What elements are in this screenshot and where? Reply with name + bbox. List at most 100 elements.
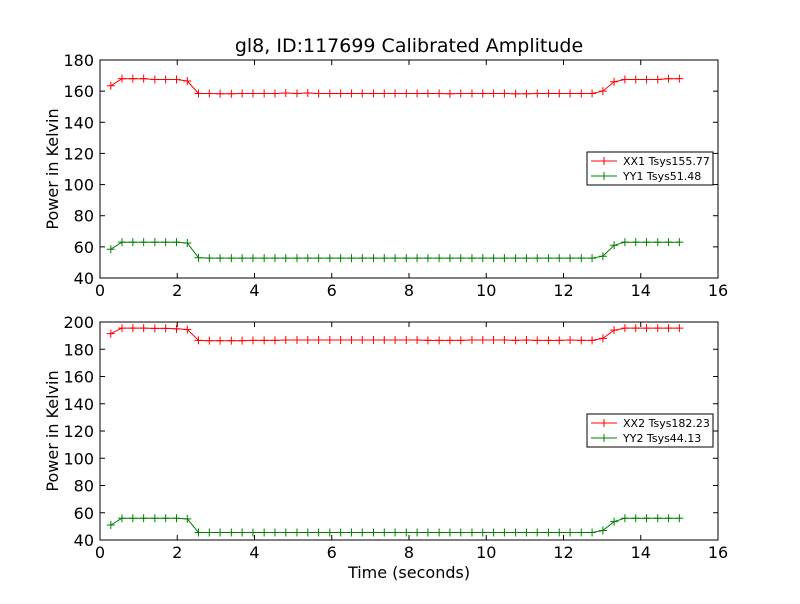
- data-point: [588, 89, 597, 98]
- x-tick-label: 10: [476, 543, 496, 562]
- data-point: [598, 252, 607, 261]
- data-point: [128, 324, 137, 333]
- data-point: [456, 528, 465, 537]
- legend-entry: YY1 Tsys51.48: [622, 170, 701, 183]
- data-point: [150, 238, 159, 247]
- data-point: [610, 517, 619, 526]
- data-point: [270, 254, 279, 263]
- data-point: [336, 254, 345, 263]
- data-point: [402, 528, 411, 537]
- y-tick-label: 100: [63, 176, 94, 195]
- data-point: [413, 335, 422, 344]
- legend-marker: [600, 419, 608, 427]
- data-point: [238, 528, 247, 537]
- data-point: [413, 254, 422, 263]
- data-point: [347, 89, 356, 98]
- y-tick-label: 180: [63, 51, 94, 70]
- data-point: [216, 254, 225, 263]
- data-point: [577, 89, 586, 98]
- data-point: [128, 238, 137, 247]
- data-point: [511, 254, 520, 263]
- y-tick-label: 180: [63, 340, 94, 359]
- data-point: [281, 528, 290, 537]
- data-point: [260, 254, 269, 263]
- data-point: [631, 514, 640, 523]
- data-point: [150, 324, 159, 333]
- data-point: [270, 336, 279, 345]
- x-tick-label: 10: [476, 281, 496, 300]
- data-point: [150, 514, 159, 523]
- x-tick-label: 0: [95, 281, 105, 300]
- data-point: [555, 254, 564, 263]
- data-point: [544, 336, 553, 345]
- data-point: [642, 75, 651, 84]
- y-tick-label: 40: [74, 531, 94, 550]
- x-axis-label: Time (seconds): [347, 563, 470, 582]
- data-point: [522, 254, 531, 263]
- data-point: [314, 528, 323, 537]
- data-point: [500, 335, 509, 344]
- data-point: [248, 528, 257, 537]
- data-point: [642, 514, 651, 523]
- legend-marker: [600, 434, 608, 442]
- data-point: [423, 336, 432, 345]
- data-point: [358, 528, 367, 537]
- y-axis-label: Power in Kelvin: [43, 108, 62, 229]
- data-point: [620, 238, 629, 247]
- data-point: [435, 528, 444, 537]
- data-point: [413, 89, 422, 98]
- data-point: [106, 81, 115, 90]
- data-point: [238, 336, 247, 345]
- data-point: [238, 89, 247, 98]
- data-point: [292, 254, 301, 263]
- x-tick-label: 6: [327, 281, 337, 300]
- data-point: [172, 238, 181, 247]
- data-point: [391, 528, 400, 537]
- legend-box: [586, 151, 714, 186]
- legend-marker: [600, 172, 608, 180]
- data-point: [325, 335, 334, 344]
- y-tick-label: 160: [63, 368, 94, 387]
- data-point: [347, 254, 356, 263]
- y-tick-label: 120: [63, 144, 94, 163]
- x-tick-label: 2: [172, 543, 182, 562]
- data-point: [391, 89, 400, 98]
- y-tick-label: 80: [74, 207, 94, 226]
- data-point: [292, 335, 301, 344]
- x-tick-label: 4: [249, 281, 259, 300]
- data-point: [248, 89, 257, 98]
- data-point: [500, 89, 509, 98]
- data-point: [380, 89, 389, 98]
- data-point: [183, 325, 192, 334]
- data-point: [555, 528, 564, 537]
- y-tick-label: 200: [63, 313, 94, 332]
- x-tick-label: 6: [327, 543, 337, 562]
- data-point: [161, 324, 170, 333]
- y-tick-label: 60: [74, 238, 94, 257]
- legend: XX2 Tsys182.23 YY2 Tsys44.13: [586, 413, 714, 448]
- data-point: [358, 335, 367, 344]
- data-point: [423, 254, 432, 263]
- data-point: [238, 254, 247, 263]
- data-point: [347, 335, 356, 344]
- data-point: [150, 75, 159, 84]
- data-point: [500, 528, 509, 537]
- data-point: [435, 89, 444, 98]
- data-point: [675, 324, 684, 333]
- data-point: [423, 528, 432, 537]
- x-tick-label: 8: [404, 543, 414, 562]
- data-point: [664, 238, 673, 247]
- data-point: [533, 254, 542, 263]
- data-point: [653, 75, 662, 84]
- data-point: [325, 528, 334, 537]
- data-point: [675, 238, 684, 247]
- data-point: [227, 254, 236, 263]
- data-point: [227, 336, 236, 345]
- data-point: [588, 336, 597, 345]
- legend-entry: XX2 Tsys182.23: [623, 417, 710, 430]
- data-point: [303, 89, 312, 98]
- data-point: [281, 254, 290, 263]
- x-tick-label: 16: [708, 543, 728, 562]
- data-point: [227, 89, 236, 98]
- data-point: [118, 74, 127, 83]
